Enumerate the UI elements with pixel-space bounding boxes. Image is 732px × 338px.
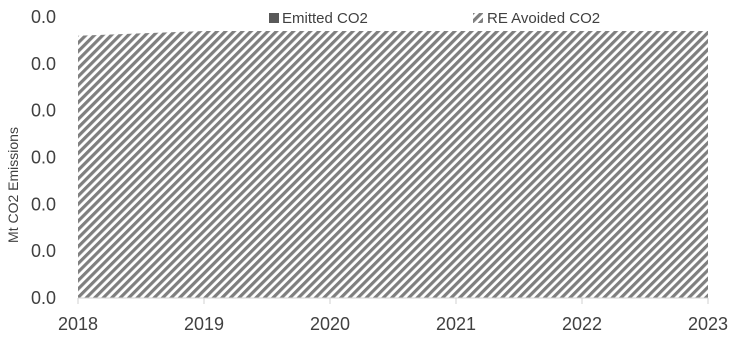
y-tick-label-5: 0.0 [31,54,56,74]
x-tick-label-2018: 2018 [58,314,98,334]
y-axis-label: Mt CO2 Emissions [5,127,21,243]
y-tick-label-1: 0.0 [31,241,56,261]
legend-item-emitted-co2: Emitted CO2 [269,10,368,27]
x-tick-label-2023: 2023 [688,314,728,334]
legend-label-emitted-co2: Emitted CO2 [282,10,368,27]
x-tick-label-2019: 2019 [184,314,224,334]
y-tick-label-2: 0.0 [31,194,56,214]
x-axis-ticks [77,298,709,304]
x-axis: 2018 2019 2020 2021 2022 2023 [58,314,728,334]
legend-item-re-avoided-co2: RE Avoided CO2 [473,10,600,27]
legend-label-re-avoided-co2: RE Avoided CO2 [487,10,600,27]
y-axis: 0.0 0.0 0.0 0.0 0.0 0.0 0.0 [31,7,56,308]
legend-swatch-emitted-co2 [269,13,279,23]
plot-area [77,31,709,304]
area-re-avoided-co2 [78,31,708,298]
y-tick-label-3: 0.0 [31,148,56,168]
x-tick-label-2020: 2020 [310,314,350,334]
y-tick-label-4: 0.0 [31,101,56,121]
x-tick-label-2021: 2021 [436,314,476,334]
legend-swatch-re-avoided-co2 [473,13,483,23]
legend: Emitted CO2 RE Avoided CO2 [269,10,600,27]
y-tick-label-0: 0.0 [31,288,56,308]
x-tick-label-2022: 2022 [562,314,602,334]
y-tick-label-6: 0.0 [31,7,56,27]
